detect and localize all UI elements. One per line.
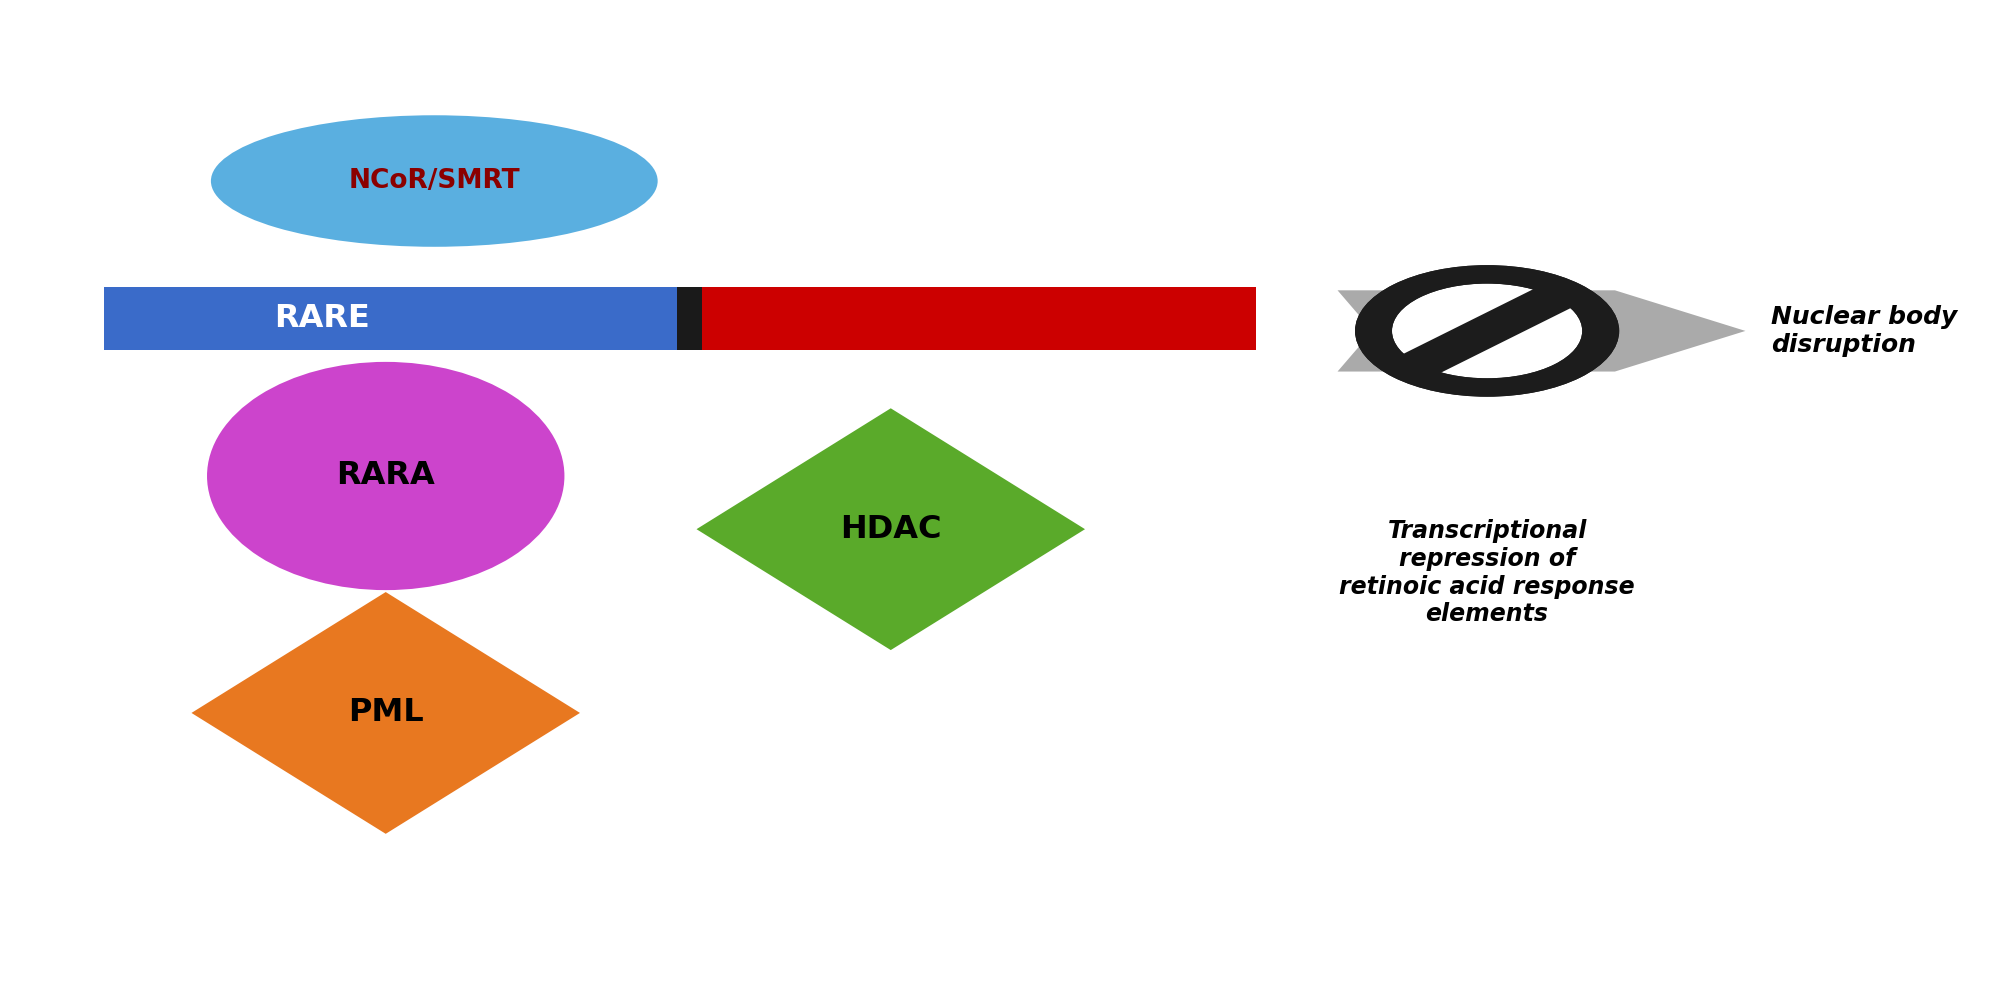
Text: HDAC: HDAC xyxy=(840,514,942,544)
Text: PML: PML xyxy=(348,697,424,729)
Ellipse shape xyxy=(208,362,564,591)
Ellipse shape xyxy=(210,115,658,247)
Text: RARE: RARE xyxy=(274,303,370,335)
Bar xyxy=(702,287,1256,350)
Text: RARA: RARA xyxy=(336,460,436,491)
Text: Nuclear body
disruption: Nuclear body disruption xyxy=(1770,305,1956,357)
Text: Transcriptional
repression of
retinoic acid response
elements: Transcriptional repression of retinoic a… xyxy=(1340,519,1634,627)
Polygon shape xyxy=(192,593,580,834)
Text: NCoR/SMRT: NCoR/SMRT xyxy=(348,168,520,194)
Bar xyxy=(104,287,678,350)
Polygon shape xyxy=(1338,290,1746,372)
Bar xyxy=(678,287,702,350)
Polygon shape xyxy=(696,408,1086,650)
Polygon shape xyxy=(1398,286,1576,376)
Circle shape xyxy=(1392,284,1582,379)
Circle shape xyxy=(1356,265,1620,396)
